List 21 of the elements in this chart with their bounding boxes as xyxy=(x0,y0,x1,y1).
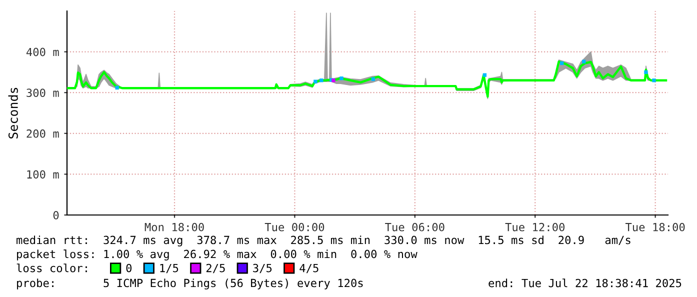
text: packet loss: 1.00 % avg 26.92 % max 0.00 % min 0.00 % now xyxy=(17,250,418,260)
x-tick-label: Tue 12:00 xyxy=(505,222,564,232)
legend-label: 0 xyxy=(126,264,132,272)
text: end: Tue Jul 22 18:38:41 2025 xyxy=(488,278,682,288)
y-tick-label: 300 m xyxy=(26,88,59,98)
legend-label: 2/5 xyxy=(206,264,225,274)
y-axis-title: Seconds xyxy=(8,88,18,138)
legend-label: 3/5 xyxy=(253,264,272,274)
y-tick-label: 200 m xyxy=(26,129,59,138)
y-tick-label: 0 xyxy=(53,211,59,220)
x-tick-label: Tue 18:00 xyxy=(625,222,685,232)
legend-label: 1/5 xyxy=(160,264,178,274)
x-tick-label: Tue 06:00 xyxy=(385,222,444,232)
text: median rtt: 324.7 ms avg 378.7 ms max 285.5 ms min 330.0 ms now 15.5 ms sd 20.9 am/s xyxy=(16,236,630,246)
text: probe: 5 ICMP Echo Pings (56 Bytes) every 120s xyxy=(17,278,363,290)
x-tick-label: Tue 00:00 xyxy=(264,222,324,232)
text: loss color: xyxy=(16,264,87,272)
x-tick-label: Mon 18:00 xyxy=(144,222,204,232)
legend-label: 4/5 xyxy=(300,264,318,274)
y-tick-label: 100 m xyxy=(27,170,59,179)
y-tick-label: 400 m xyxy=(26,48,59,56)
